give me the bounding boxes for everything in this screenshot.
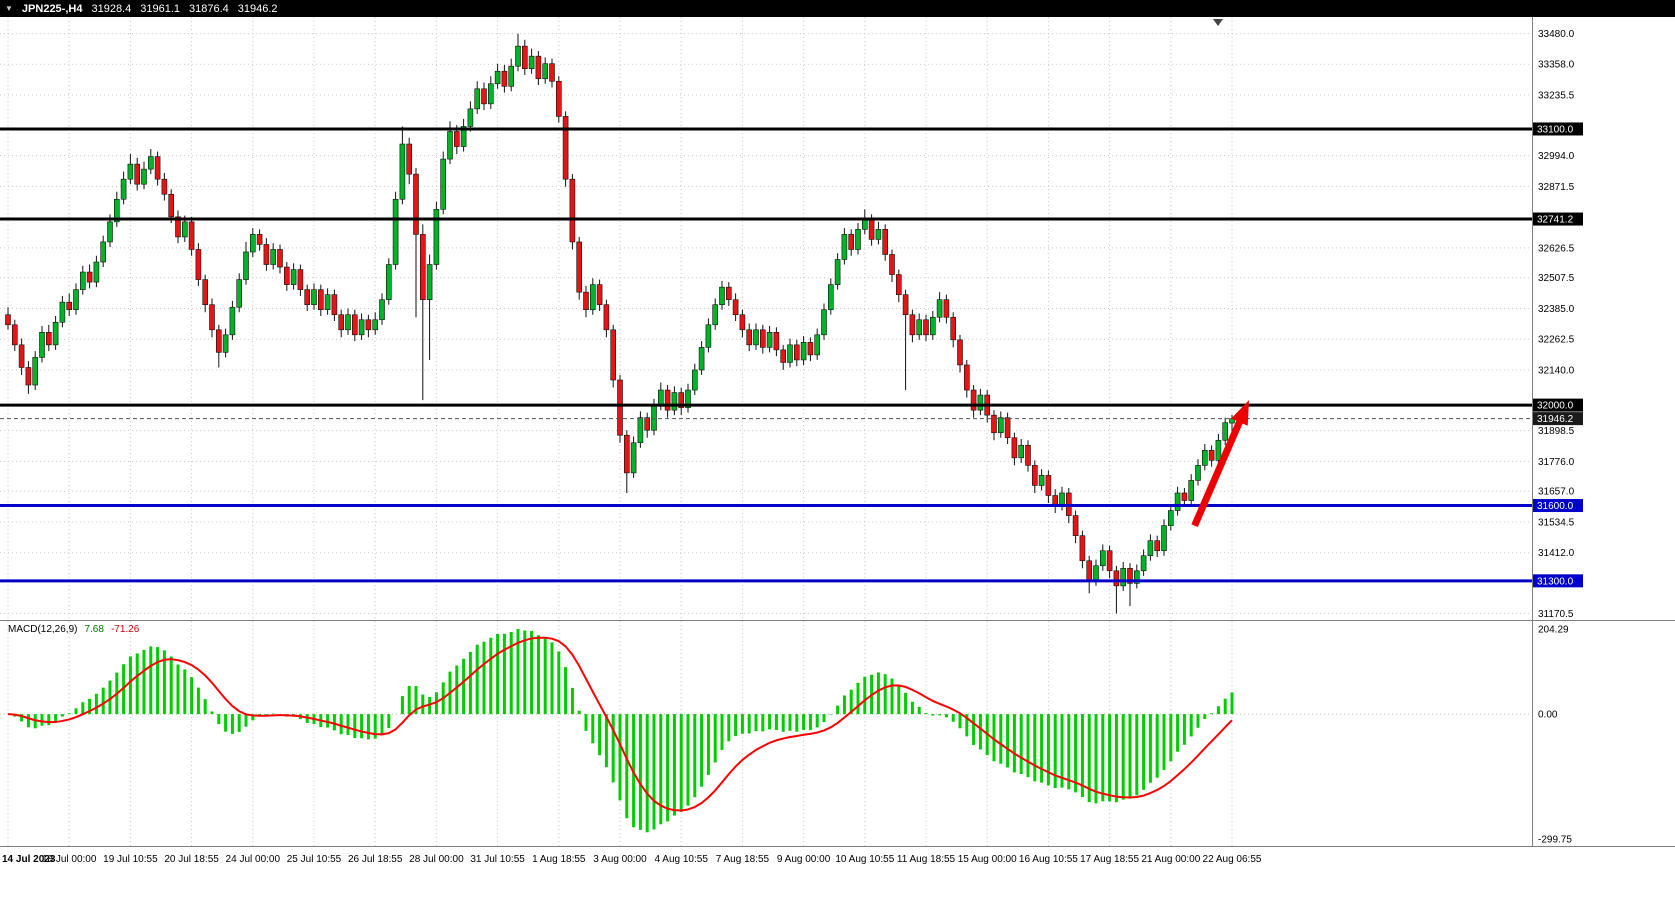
current-price-line: 31946.2	[0, 412, 1583, 426]
svg-text:31300.0: 31300.0	[1537, 576, 1574, 587]
svg-text:31657.0: 31657.0	[1538, 487, 1575, 498]
svg-text:33235.5: 33235.5	[1538, 90, 1575, 101]
svg-text:31946.2: 31946.2	[1537, 414, 1574, 425]
svg-text:16 Aug 10:55: 16 Aug 10:55	[1019, 854, 1078, 865]
svg-text:31 Jul 10:55: 31 Jul 10:55	[470, 854, 525, 865]
svg-text:32385.0: 32385.0	[1538, 304, 1575, 315]
svg-text:7 Aug 18:55: 7 Aug 18:55	[716, 854, 770, 865]
svg-text:18 Jul 00:00: 18 Jul 00:00	[42, 854, 97, 865]
macd-main-value: 7.68	[84, 624, 104, 635]
svg-text:32741.2: 32741.2	[1537, 215, 1574, 226]
svg-text:33100.0: 33100.0	[1537, 124, 1574, 135]
svg-text:31776.0: 31776.0	[1538, 457, 1575, 468]
svg-text:31412.0: 31412.0	[1538, 548, 1575, 559]
ohlc-open-value: 31928.4	[91, 2, 132, 15]
symbol-dropdown-icon[interactable]: ▼	[5, 3, 13, 13]
svg-text:25 Jul 10:55: 25 Jul 10:55	[287, 854, 342, 865]
svg-text:32140.0: 32140.0	[1538, 365, 1575, 376]
chart-title-bar: ▼ JPN225-,H4 31928.4 31961.1 31876.4 319…	[0, 0, 1675, 17]
macd-axis: 204.29 0.00 -299.75	[1538, 625, 1572, 846]
svg-text:0.00: 0.00	[1538, 710, 1558, 721]
svg-text:31170.5: 31170.5	[1538, 609, 1574, 620]
candles-layer	[5, 33, 1235, 614]
svg-text:19 Jul 10:55: 19 Jul 10:55	[103, 854, 158, 865]
svg-text:17 Aug 18:55: 17 Aug 18:55	[1080, 854, 1139, 865]
svg-text:32000.0: 32000.0	[1537, 401, 1574, 412]
svg-text:15 Aug 00:00: 15 Aug 00:00	[958, 854, 1017, 865]
svg-text:14 Jul 2023: 14 Jul 2023	[2, 854, 56, 865]
svg-text:22 Aug 06:55: 22 Aug 06:55	[1203, 854, 1262, 865]
svg-text:31898.5: 31898.5	[1538, 426, 1575, 437]
panel-separators	[0, 17, 1675, 847]
symbol-period-label: JPN225-,H4	[21, 2, 83, 15]
svg-text:3 Aug 00:00: 3 Aug 00:00	[593, 854, 647, 865]
grid-layer	[0, 17, 1532, 846]
macd-indicator-label: MACD(12,26,9) 7.68 -71.26	[8, 624, 139, 635]
macd-signal-value: -71.26	[110, 624, 140, 635]
ohlc-low-value: 31876.4	[189, 2, 229, 15]
svg-text:1 Aug 18:55: 1 Aug 18:55	[532, 854, 586, 865]
svg-text:33358.0: 33358.0	[1538, 60, 1575, 71]
svg-text:32262.5: 32262.5	[1538, 335, 1575, 346]
svg-text:10 Aug 10:55: 10 Aug 10:55	[835, 854, 894, 865]
chart-shift-marker	[1213, 19, 1223, 26]
level-lines[interactable]: 33100.0 32741.2 32000.0 31600.0 31300.0	[0, 122, 1583, 588]
svg-text:24 Jul 00:00: 24 Jul 00:00	[226, 854, 281, 865]
macd-layer	[0, 629, 1532, 833]
svg-text:26 Jul 18:55: 26 Jul 18:55	[348, 854, 403, 865]
svg-text:-299.75: -299.75	[1538, 835, 1572, 846]
svg-text:28 Jul 00:00: 28 Jul 00:00	[409, 854, 464, 865]
svg-text:32871.5: 32871.5	[1538, 182, 1575, 193]
ohlc-high-value: 31961.1	[140, 2, 180, 15]
trend-arrow[interactable]	[1191, 400, 1249, 528]
svg-text:31600.0: 31600.0	[1537, 501, 1574, 512]
svg-text:4 Aug 10:55: 4 Aug 10:55	[655, 854, 709, 865]
chart-canvas[interactable]: 204.29 0.00 -299.75 33100.0 32741.2 32000.0 31…	[0, 17, 1675, 900]
svg-text:9 Aug 00:00: 9 Aug 00:00	[777, 854, 831, 865]
svg-text:204.29: 204.29	[1538, 625, 1569, 636]
svg-text:32507.5: 32507.5	[1538, 273, 1575, 284]
svg-text:31534.5: 31534.5	[1538, 517, 1575, 528]
ohlc-close-value: 31946.2	[237, 2, 278, 15]
svg-text:32994.0: 32994.0	[1538, 151, 1575, 162]
svg-text:33480.0: 33480.0	[1538, 29, 1575, 40]
macd-name: MACD(12,26,9)	[8, 624, 78, 635]
svg-text:11 Aug 18:55: 11 Aug 18:55	[897, 854, 956, 865]
svg-text:20 Jul 18:55: 20 Jul 18:55	[164, 854, 219, 865]
svg-text:32626.5: 32626.5	[1538, 243, 1575, 254]
svg-text:21 Aug 00:00: 21 Aug 00:00	[1141, 854, 1200, 865]
price-axis[interactable]: 33480.0 33358.0 33235.5 32994.0 32871.5 32626…	[1538, 29, 1575, 620]
